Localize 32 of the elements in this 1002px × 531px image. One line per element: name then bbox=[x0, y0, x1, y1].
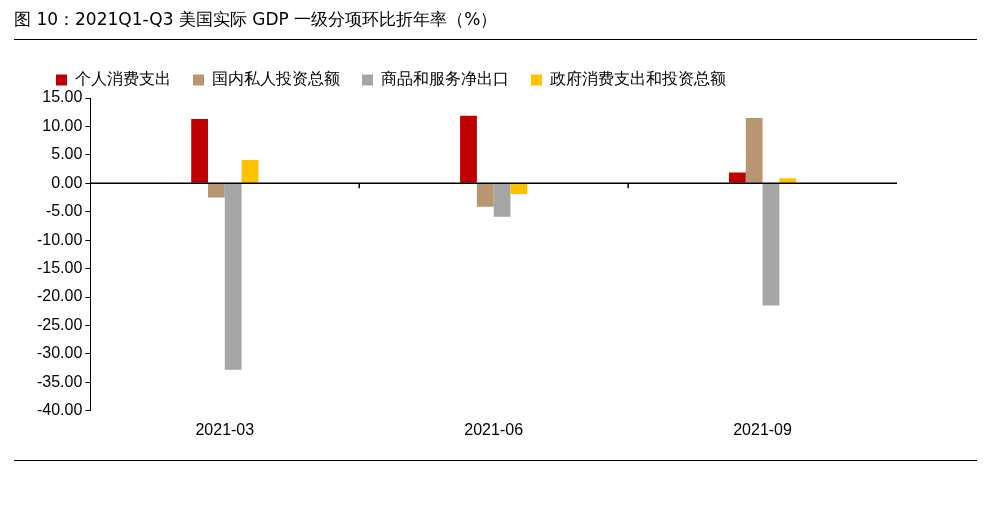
bar bbox=[510, 183, 528, 195]
bar bbox=[191, 119, 208, 183]
y-tick-label: -5.00 bbox=[45, 202, 83, 220]
y-tick-label: -25.00 bbox=[36, 315, 83, 333]
bar bbox=[493, 183, 511, 217]
y-tick-label: -20.00 bbox=[36, 287, 83, 305]
y-tick-label: -15.00 bbox=[36, 259, 83, 277]
y-tick-label: -35.00 bbox=[36, 372, 83, 390]
legend-label: 商品和服务净出口 bbox=[381, 69, 509, 89]
bar bbox=[241, 159, 259, 183]
y-tick-label: -10.00 bbox=[36, 230, 83, 248]
bar bbox=[762, 183, 780, 306]
bar bbox=[460, 115, 477, 183]
bar bbox=[745, 117, 763, 183]
x-tick-label: 2021-06 bbox=[464, 420, 524, 438]
bar bbox=[779, 178, 797, 183]
y-tick-label: 15.00 bbox=[42, 88, 83, 106]
legend-label: 政府消费支出和投资总额 bbox=[550, 69, 726, 89]
y-tick-label: 10.00 bbox=[42, 116, 83, 134]
bar bbox=[476, 183, 494, 207]
bar bbox=[224, 183, 242, 370]
legend-label: 个人消费支出 bbox=[75, 69, 171, 89]
legend-label: 国内私人投资总额 bbox=[212, 69, 340, 89]
y-tick-label: 0.00 bbox=[51, 173, 83, 191]
bar bbox=[728, 172, 746, 183]
y-tick-label: 5.00 bbox=[51, 145, 83, 163]
x-tick-label: 2021-03 bbox=[195, 420, 255, 438]
x-tick-label: 2021-09 bbox=[733, 420, 793, 438]
y-tick-label: -30.00 bbox=[36, 344, 83, 362]
bar bbox=[208, 183, 225, 198]
chart-title: 图 10：2021Q1-Q3 美国实际 GDP 一级分项环比折年率（%） bbox=[14, 8, 977, 40]
y-tick-label: -40.00 bbox=[36, 401, 83, 419]
